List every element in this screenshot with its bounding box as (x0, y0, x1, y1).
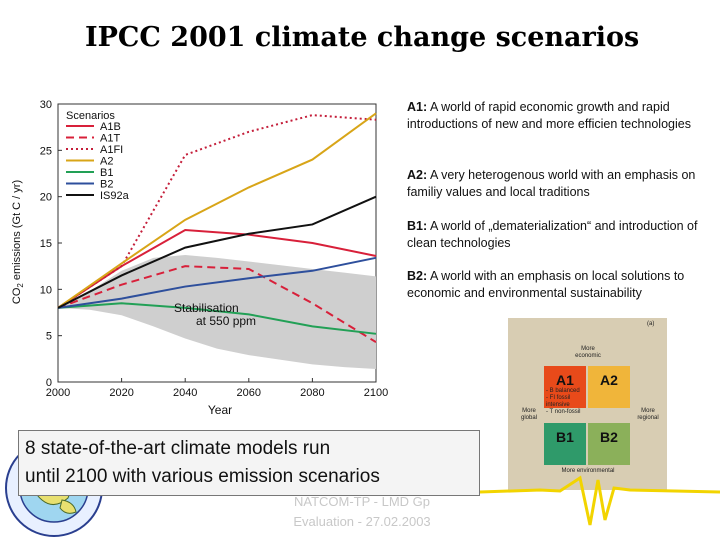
x-tick-label: 2000 (46, 387, 70, 399)
series-lines (57, 112, 377, 344)
legend-label-b2: B2 (100, 179, 113, 191)
y-tick-label: 5 (46, 331, 52, 343)
scenario-quadrant-figure: (a) More economic More global More regio… (508, 318, 667, 490)
x-axis-ticks: 2000 2020 2040 2060 2080 2100 (46, 378, 388, 399)
legend-label-is92a: IS92a (100, 190, 130, 202)
band-label-line2: at 550 ppm (196, 314, 256, 328)
panel-label: (a) (647, 321, 655, 327)
decorative-yellow-waves (480, 475, 720, 526)
quadrant-right-label: More regional (637, 408, 659, 421)
quadrant-cell-a1: A1 (544, 366, 586, 408)
y-axis-ticks: 0 5 10 15 20 25 30 (40, 99, 62, 389)
description-b2: B2: A world with an emphasis on local so… (407, 269, 685, 300)
y-tick-label: 15 (40, 238, 52, 250)
y-tick-label: 30 (40, 99, 52, 111)
quadrant-bottom-label: More environmental (561, 468, 615, 474)
slide-title: IPCC 2001 climate change scenarios (85, 22, 640, 53)
series-line-b1 (57, 302, 377, 335)
x-tick-label: 2100 (364, 387, 388, 399)
models-callout: 8 state-of-the-art climate models run un… (18, 430, 480, 496)
series-line-a1b (57, 229, 377, 309)
x-tick-label: 2060 (237, 387, 261, 399)
quadrant-cell-b1: B1 (544, 423, 586, 465)
emissions-chart: 2000 2020 2040 2060 2080 2100 0 5 10 15 20 25 30 St… (11, 99, 388, 417)
quadrant-top-label: More economic (575, 346, 601, 359)
series-line-is92a (57, 195, 377, 309)
legend-label-b1: B1 (100, 167, 113, 179)
y-tick-label: 25 (40, 145, 52, 157)
x-tick-label: 2040 (173, 387, 197, 399)
x-axis-label: Year (208, 403, 232, 417)
legend-label-a2: A2 (100, 156, 113, 168)
series-line-a1t (57, 265, 377, 344)
band-label-line1: Stabilisation (174, 301, 239, 315)
series-line-a2 (57, 112, 377, 309)
legend-title: Scenarios (66, 110, 115, 122)
y-tick-label: 20 (40, 192, 52, 204)
description-b1: B1: A world of „dematerialization“ and i… (407, 219, 698, 250)
quadrant-cell-a2: A2 (588, 366, 630, 408)
description-a2: A2: A very heterogenous world with an em… (407, 168, 696, 199)
y-axis-label: CO2 emissions (Gt C / yr) (11, 180, 25, 304)
description-a1: A1: A world of rapid economic growth and… (407, 100, 691, 131)
legend-label-a1t: A1T (100, 133, 120, 145)
y-tick-label: 0 (46, 377, 52, 389)
x-tick-label: 2020 (109, 387, 133, 399)
y-tick-label: 10 (40, 284, 52, 296)
legend-label-a1fi: A1FI (100, 144, 123, 156)
x-tick-label: 2080 (300, 387, 324, 399)
series-line-b2 (57, 256, 377, 309)
legend-label-a1b: A1B (100, 121, 121, 133)
quadrant-left-label: More global (520, 408, 537, 421)
footer-text: NATCOM-TP - LMD Gp Evaluation - 27.02.20… (293, 494, 431, 529)
quadrant-cell-b2: B2 (588, 423, 630, 465)
quadrant-a1-sub: - B balanced - FI fossil intensive - T non… (546, 388, 581, 415)
